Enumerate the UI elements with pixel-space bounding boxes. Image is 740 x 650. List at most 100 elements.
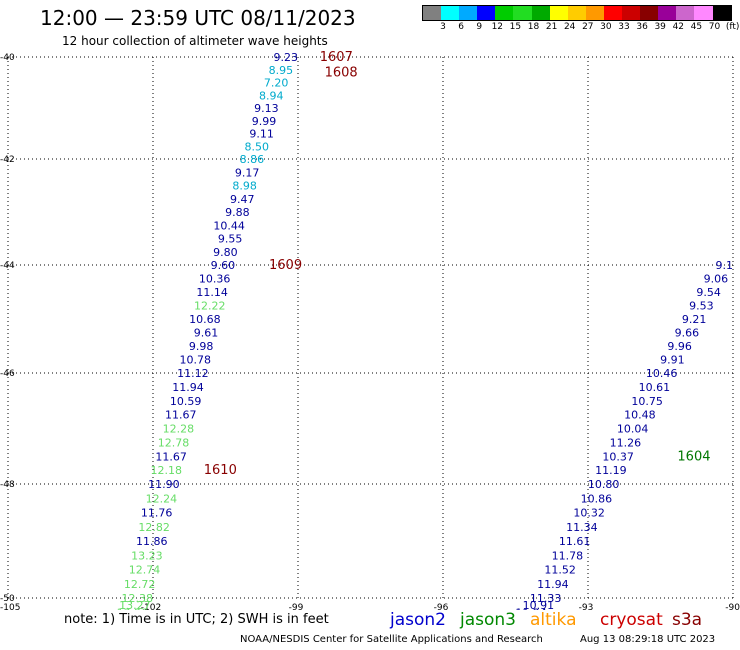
wave-height-value: 13.23	[131, 549, 163, 562]
wave-height-value: 10.75	[631, 395, 663, 408]
wave-height-value: 9.66	[675, 327, 700, 340]
pass-number-label: 1604	[677, 449, 710, 464]
legend-label: 36	[636, 22, 648, 32]
wave-height-value: 9.54	[696, 286, 721, 299]
wave-height-value: 10.61	[639, 381, 671, 394]
wave-height-value: 10.68	[189, 313, 221, 326]
legend-swatch	[622, 6, 641, 20]
legend-label: 30	[600, 22, 612, 32]
legend-swatch	[585, 6, 604, 20]
wave-height-value: 11.52	[544, 564, 576, 577]
color-legend: 3 6 9 12 15 18 21 24 27 30 33 36 39 42 45 70 (ft)	[422, 5, 739, 35]
wave-height-value: 12.22	[194, 300, 226, 313]
wave-height-value: 9.47	[230, 193, 255, 206]
wave-height-value: 13.26	[117, 606, 149, 610]
altimeter-map: -105 -102 -99 -96 -93 -90 -40 -42 -44 -46 -48 -50 9…	[0, 50, 740, 610]
legend-swatch	[676, 6, 695, 20]
legend-swatch	[658, 6, 677, 20]
wave-height-value: 9.55	[218, 233, 243, 246]
lon-tick-label: -96	[434, 603, 449, 610]
pass-labels: 1607160816091610160416031602	[204, 50, 711, 478]
wave-height-value: 9.11	[249, 128, 274, 141]
wave-height-value: 10.36	[199, 273, 231, 286]
wave-height-value: 10.80	[588, 478, 620, 491]
wave-height-value: 9.99	[252, 115, 277, 128]
lat-tick-label: -42	[0, 155, 15, 165]
wave-height-value: 8.94	[259, 89, 284, 102]
legend-swatch	[567, 6, 586, 20]
wave-height-value: 11.24	[515, 606, 547, 610]
wave-height-value: 9.80	[213, 246, 238, 259]
wave-height-value: 9.60	[211, 259, 236, 272]
wave-height-value: 9.88	[225, 206, 250, 219]
legend-swatch	[441, 6, 460, 20]
legend-label: 27	[582, 22, 594, 32]
legend-label: 15	[509, 22, 522, 32]
wave-height-value: 9.17	[235, 166, 260, 179]
legend-label: 45	[690, 22, 703, 32]
lat-tick-label: -44	[0, 261, 15, 271]
axis-ticks: -105 -102 -99 -96 -93 -90 -40 -42 -44 -46 -48 -50	[0, 53, 740, 610]
wave-height-value: 12.72	[124, 578, 156, 591]
lon-tick-label: -90	[725, 603, 740, 610]
legend-swatch	[549, 6, 568, 20]
pass-number-label: 1610	[204, 463, 237, 478]
legend-label: 18	[527, 22, 540, 32]
legend-swatch	[513, 6, 532, 20]
footer-timestamp: Aug 13 08:29:18 UTC 2023	[580, 634, 716, 645]
legend-label: 42	[672, 22, 685, 32]
legend-label: 3	[440, 22, 446, 32]
pass-number-label: 1609	[269, 258, 302, 273]
wave-height-value: 11.61	[559, 535, 591, 548]
wave-height-value: 11.86	[136, 535, 168, 548]
wave-height-value: 9.61	[194, 327, 219, 340]
wave-height-value: 11.67	[165, 409, 197, 422]
legend-swatch	[459, 6, 478, 20]
wave-height-value: 11.90	[148, 478, 180, 491]
legend-swatch	[531, 6, 550, 20]
legend-swatch	[495, 6, 514, 20]
wave-height-value: 9.53	[689, 300, 714, 313]
satellite-label: cryosat	[600, 610, 663, 630]
footnote: note: 1) Time is in UTC; 2) SWH is in fe…	[64, 612, 329, 627]
legend-label: 39	[654, 22, 666, 32]
satellite-label: s3a	[672, 610, 703, 630]
wave-height-value: 10.86	[581, 492, 613, 505]
wave-height-value: 10.37	[602, 450, 634, 463]
legend-labels: 3 6 9 12 15 18 21 24 27 30 33 36 39 42 45 70 (ft)	[422, 22, 739, 34]
wave-height-value: 11.76	[141, 507, 173, 520]
wave-height-value: 11.19	[595, 464, 627, 477]
wave-height-value: 13.27	[119, 599, 151, 610]
wave-height-value: 7.20	[264, 77, 289, 90]
wave-height-value: 10.32	[573, 507, 605, 520]
wave-height-value: 11.94	[537, 578, 569, 591]
wave-height-value: 8.95	[269, 64, 294, 77]
wave-height-value: 10.78	[180, 354, 212, 367]
satellite-label: jason2	[390, 610, 446, 630]
wave-height-value: 11.33	[530, 592, 562, 605]
legend-swatch	[712, 6, 731, 20]
wave-height-value: 12.82	[138, 521, 170, 534]
wave-height-value: 10.46	[646, 367, 678, 380]
legend-label: 21	[545, 22, 558, 32]
legend-swatches	[422, 5, 732, 21]
footer-credit: NOAA/NESDIS Center for Satellite Applica…	[240, 634, 543, 645]
wave-height-value: 8.50	[245, 140, 270, 153]
wave-height-value: 10.48	[624, 409, 656, 422]
wave-height-value: 9.23	[274, 51, 299, 64]
legend-label: 9	[476, 22, 483, 32]
legend-label: 12	[491, 22, 504, 32]
lat-tick-label: -50	[0, 594, 15, 604]
wave-height-value: 11.26	[610, 436, 642, 449]
legend-swatch	[477, 6, 496, 20]
pass-number-label: 1607	[320, 50, 353, 65]
legend-label: 24	[563, 22, 576, 32]
wave-height-value: 9.96	[667, 340, 692, 353]
wave-height-value: 11.94	[172, 381, 204, 394]
legend-swatch	[423, 6, 442, 20]
legend-label: 33	[618, 22, 630, 32]
legend-label: (ft)	[725, 22, 740, 32]
wave-height-value: 11.78	[552, 549, 584, 562]
lat-tick-label: -40	[0, 53, 15, 63]
wave-height-value: 9.91	[660, 354, 685, 367]
